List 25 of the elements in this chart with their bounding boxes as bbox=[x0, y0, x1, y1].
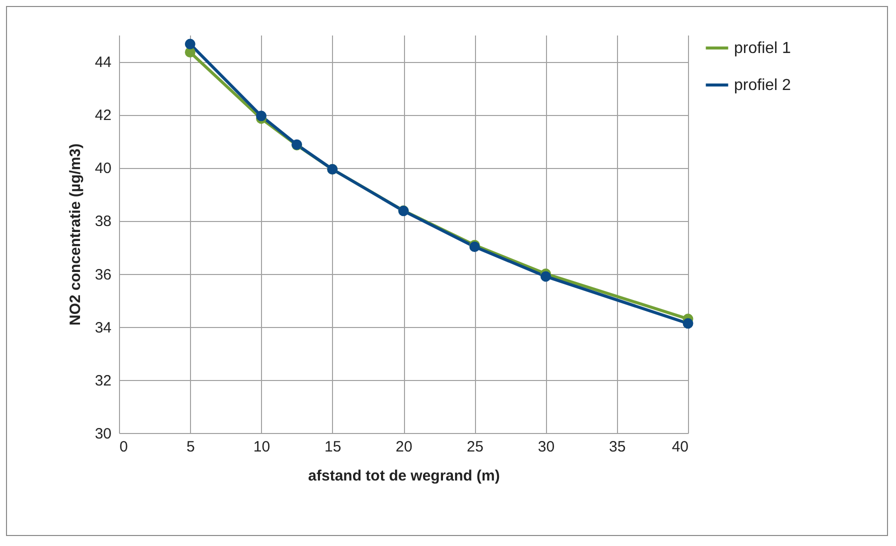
point bbox=[540, 271, 551, 282]
x-tick-label: 0 bbox=[120, 438, 128, 456]
legend-label: profiel 2 bbox=[734, 77, 792, 94]
legend-label: profiel 1 bbox=[734, 40, 792, 57]
y-tick-label: 30 bbox=[94, 426, 112, 442]
y-axis-title: NO2 concentratie (µg/m3) bbox=[66, 143, 84, 326]
y-tick-label: 36 bbox=[94, 266, 112, 284]
x-tick-label: 10 bbox=[253, 438, 270, 456]
point bbox=[256, 110, 266, 122]
point bbox=[184, 38, 196, 50]
y-tick-label: 40 bbox=[94, 160, 112, 178]
y-tick-label: 44 bbox=[94, 54, 112, 72]
point bbox=[682, 318, 694, 329]
x-tick-label: 35 bbox=[609, 438, 626, 456]
x-tick-label: 30 bbox=[538, 438, 555, 456]
x-tick-label: 15 bbox=[324, 438, 342, 456]
x-tick-label: 5 bbox=[186, 438, 195, 456]
x-tick-label: 40 bbox=[672, 438, 688, 456]
y-tick-label: 38 bbox=[94, 213, 112, 230]
x-axis-title: afstand tot de wegrand (m) bbox=[308, 468, 500, 484]
y-tick-label: 42 bbox=[94, 107, 112, 124]
x-tick-label: 20 bbox=[396, 438, 412, 456]
y-tick-label: 32 bbox=[94, 372, 112, 390]
y-tick-label: 34 bbox=[94, 319, 112, 336]
x-tick-label: 25 bbox=[466, 438, 484, 456]
